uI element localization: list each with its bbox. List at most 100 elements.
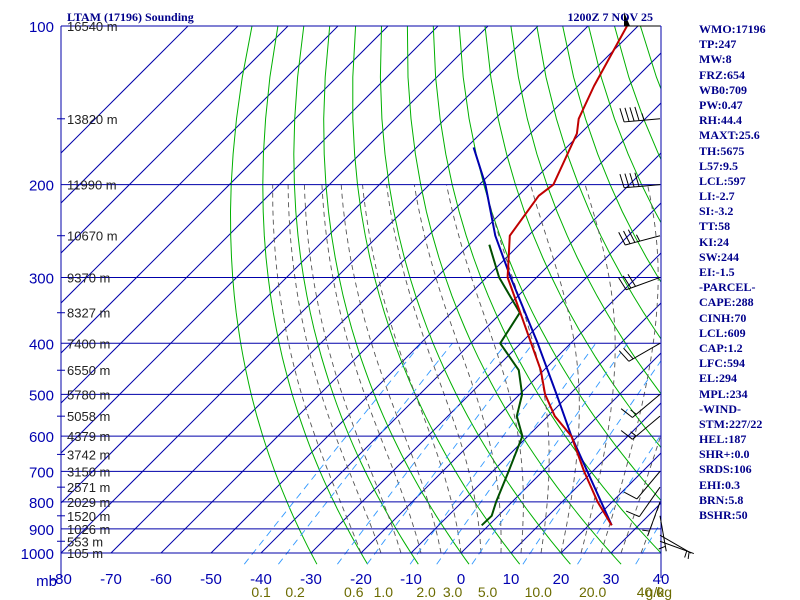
moist-adiabat	[413, 184, 502, 553]
mixing-ratio-line-3.0	[436, 343, 597, 565]
pressure-tick-500: 500	[29, 387, 54, 404]
mixing-ratio-label-0.1: 0.1	[251, 584, 271, 600]
isotherm--110	[61, 26, 439, 404]
index-item: BSHR:50	[699, 508, 748, 522]
dry-adiabat	[406, 26, 622, 565]
height-label: 11990 m	[67, 178, 117, 193]
wind-barb-925	[659, 534, 692, 558]
height-label: 5780 m	[67, 387, 110, 402]
pressure-tick-900: 900	[29, 522, 54, 539]
isotherm--20	[360, 252, 661, 554]
index-item: STM:227/22	[699, 416, 763, 431]
temperature-tick-30: 30	[603, 571, 620, 588]
height-label: 13820 m	[67, 112, 118, 127]
height-label: 6550 m	[67, 363, 110, 378]
mixing-ratio-line-0.6	[337, 343, 507, 565]
temperature-tick-0: 0	[457, 571, 465, 588]
mixing-ratio-label-0.2: 0.2	[285, 584, 305, 600]
mixing-ratio-label-2.0: 2.0	[416, 584, 436, 600]
isotherm--90	[61, 26, 539, 504]
pressure-tick-200: 200	[29, 178, 54, 195]
index-item: MW:8	[699, 52, 732, 67]
mixing-ratio-line-40.0	[635, 521, 661, 565]
chart-title: LTAM (17196) Sounding	[67, 10, 194, 24]
height-label: 1520 m	[67, 509, 110, 524]
isotherm--50	[210, 102, 661, 554]
temperature-tick--20: -20	[350, 571, 372, 588]
pressure-tick-800: 800	[29, 495, 54, 512]
isotherm--10	[410, 302, 661, 554]
temperature-tick--10: -10	[400, 571, 422, 588]
mixing-ratio-label-5.0: 5.0	[478, 584, 498, 600]
mixing-ratio-line-10.0	[522, 359, 661, 565]
temperature-tick--60: -60	[150, 571, 172, 588]
dry-adiabat	[262, 26, 369, 565]
dry-adiabat	[770, 26, 800, 564]
height-label: 16540 m	[67, 19, 118, 34]
height-label: 10670 m	[67, 229, 118, 244]
index-item: WB0:709	[699, 82, 747, 97]
temperature-tick-10: 10	[503, 571, 520, 588]
pressure-tick-400: 400	[29, 336, 54, 353]
moist-adiabat	[321, 184, 422, 554]
mixing-ratio-label-1.0: 1.0	[374, 584, 394, 600]
temperature-tick--70: -70	[100, 571, 122, 588]
height-label: 553 m	[67, 534, 103, 549]
mixing-ratio-line-5.0	[471, 343, 628, 565]
isotherm--120	[61, 26, 389, 354]
index-item: LCL:609	[699, 325, 746, 340]
isotherm--60	[160, 52, 661, 554]
isotherm-0	[460, 352, 661, 554]
wind-barbs	[618, 12, 694, 560]
temperature-tick--80: -80	[50, 571, 72, 588]
pressure-tick-1000: 1000	[21, 546, 54, 563]
pressure-tick-300: 300	[29, 270, 54, 287]
mixing-ratio-label-20.0: 20.0	[579, 584, 606, 600]
isotherm-lines	[61, 26, 661, 554]
sounding-indices-list: WMO:17196 TP:247 MW:8 FRZ:654 WB0:709 PW:0.47…	[699, 22, 766, 523]
mixing-ratio-label-40.0: 40.0	[637, 584, 664, 600]
time-label: 1200Z 7 NOV 25	[568, 10, 653, 24]
height-label: 9370 m	[67, 270, 110, 285]
moist-adiabat	[530, 184, 580, 554]
wind-barb-400	[618, 342, 661, 362]
dry-adiabat	[796, 26, 800, 564]
temperature-profile-line	[506, 26, 628, 526]
pressure-unit-label: mb	[36, 573, 57, 590]
moist-adiabat	[340, 184, 442, 554]
index-item: RH:44.4	[699, 113, 742, 128]
dry-adiabat	[352, 26, 521, 565]
index-item: CAPE:288	[699, 295, 754, 310]
mixing-ratio-lines	[243, 343, 661, 565]
index-item: SRDS:106	[699, 462, 752, 477]
wind-barb-700	[623, 471, 661, 500]
isobar-lines	[57, 25, 662, 578]
index-item: PW:0.47	[699, 97, 743, 112]
moist-adiabat	[287, 184, 382, 554]
sounding-profiles	[472, 26, 628, 527]
moist-adiabat	[272, 184, 362, 554]
wind-barb-500	[620, 393, 661, 418]
dry-adiabat	[484, 26, 661, 449]
wind-barb-150	[619, 106, 661, 123]
index-item: LFC:594	[699, 356, 745, 371]
mixing-ratio-line-0.1	[243, 343, 422, 565]
wind-barb-850	[658, 515, 667, 552]
height-label: 5058 m	[67, 409, 110, 424]
isotherm-10	[510, 402, 661, 554]
height-label: 105 m	[67, 546, 103, 561]
mixing-ratio-line-20.0	[577, 433, 661, 565]
index-item: FRZ:654	[699, 67, 745, 82]
index-item: SHR+:0.0	[699, 447, 750, 462]
dry-adiabat	[510, 26, 661, 395]
index-item: LI:-2.7	[699, 189, 735, 204]
dry-adiabat	[458, 26, 661, 502]
index-item: -WIND-	[699, 401, 741, 416]
height-label: 8327 m	[67, 306, 110, 321]
index-item: SI:-3.2	[699, 204, 734, 219]
temperature-tick--30: -30	[300, 571, 322, 588]
index-item: WMO:17196	[699, 22, 766, 36]
isotherm--100	[61, 26, 489, 454]
height-labels: 16540 m 13820 m 11990 m 10670 m 9370 m 8327 m…	[67, 19, 118, 561]
mixing-ratio-label-10.0: 10.0	[525, 584, 552, 600]
